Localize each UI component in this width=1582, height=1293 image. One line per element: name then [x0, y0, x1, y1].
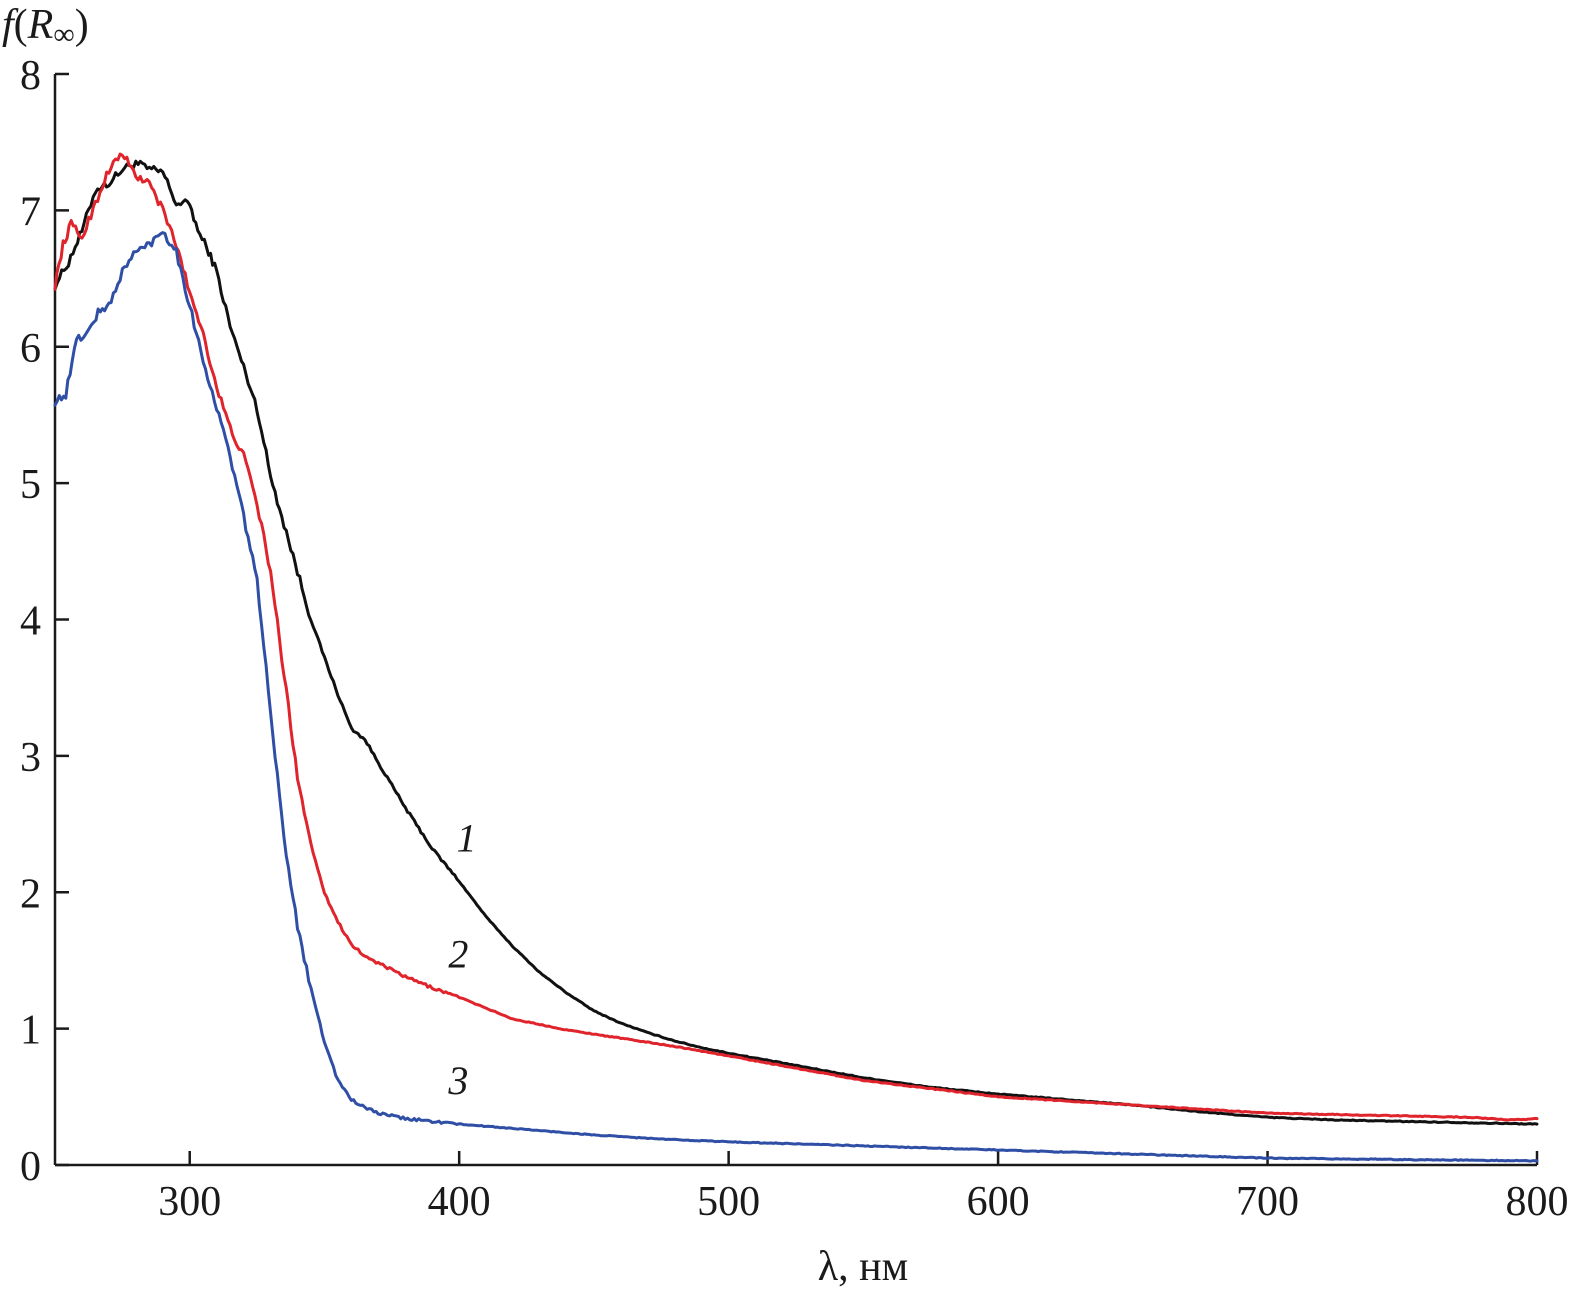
y-tick-label-5: 5	[20, 462, 41, 508]
y-tick-label-3: 3	[20, 735, 41, 781]
y-tick-label-8: 8	[20, 53, 41, 99]
series-line-2	[53, 152, 1539, 1122]
y-title-r: R	[27, 2, 54, 48]
x-tick-label-700: 700	[1236, 1179, 1299, 1225]
curve-label-1: 1	[456, 815, 476, 860]
x-tick-label-500: 500	[697, 1179, 760, 1225]
y-tick-label-7: 7	[20, 189, 41, 235]
curve-label-3: 3	[447, 1058, 468, 1103]
y-tick-label-0: 0	[20, 1144, 41, 1190]
x-tick-label-300: 300	[158, 1179, 221, 1225]
y-tick-label-2: 2	[20, 871, 41, 917]
y-tick-label-4: 4	[20, 599, 41, 645]
x-ticks: 300 400 500 600 700 800	[158, 1151, 1569, 1225]
x-axis-title: λ, нм	[818, 1244, 908, 1290]
curve-label-2: 2	[448, 931, 468, 976]
y-title-close: )	[75, 2, 89, 48]
y-title-sub: ∞	[53, 18, 74, 51]
y-tick-label-1: 1	[20, 1008, 41, 1054]
series-line-3	[53, 231, 1539, 1163]
x-tick-label-600: 600	[967, 1179, 1030, 1225]
y-axis-title: f(R∞)	[2, 2, 89, 51]
y-tick-label-6: 6	[20, 326, 41, 372]
x-tick-label-400: 400	[428, 1179, 491, 1225]
y-title-open: (	[14, 2, 28, 48]
series	[53, 152, 1539, 1163]
y-ticks: 0 1 2 3 4 5 6 7 8	[20, 53, 69, 1190]
series-line-1	[53, 159, 1539, 1126]
x-tick-label-800: 800	[1506, 1179, 1569, 1225]
curve-labels: 1 2 3	[447, 815, 476, 1103]
